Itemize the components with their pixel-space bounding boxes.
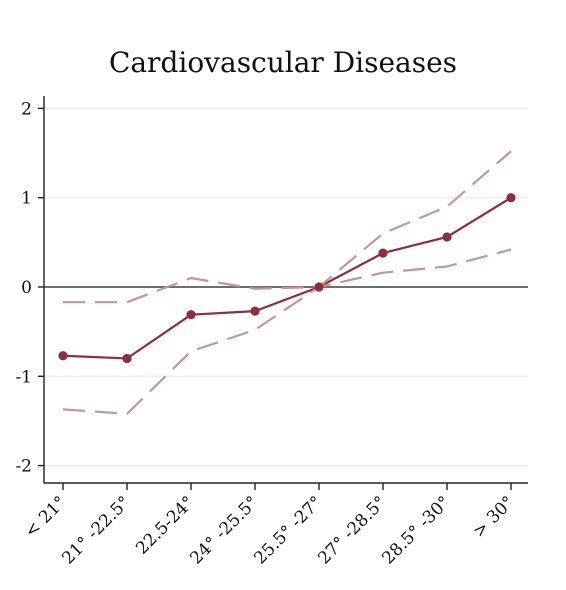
lower-ci-line	[62, 248, 512, 415]
y-tick-label: 2	[21, 99, 32, 119]
x-tick-label: 28.5° -30°	[378, 492, 454, 568]
series-layer	[58, 150, 516, 415]
y-tick-label: 1	[21, 189, 32, 209]
estimate-point	[506, 193, 516, 203]
estimate-line	[62, 196, 512, 360]
estimate-point	[378, 248, 388, 258]
x-tick-label: < 21°	[21, 492, 70, 541]
estimate-point	[186, 310, 196, 320]
x-tick-label: 21° -22.5°	[58, 492, 134, 568]
upper-ci-line	[63, 150, 512, 304]
y-tick-labels: 2 1 0 -1 -2	[15, 99, 32, 476]
x-tick-label: 24° -25.5°	[186, 492, 262, 568]
axes	[38, 96, 528, 490]
y-tick-label: -2	[15, 457, 32, 477]
chart-title: Cardiovascular Diseases	[108, 46, 458, 79]
x-tick-label: 27° -28.5°	[314, 492, 390, 568]
x-tick-label: 22.5-24°	[132, 492, 198, 558]
estimate-point	[314, 282, 324, 292]
estimate-point	[122, 353, 132, 364]
grid-lines	[44, 107, 528, 467]
x-tick-labels: < 21°21° -22.5°22.5-24°24° -25.5°25.5° -…	[21, 492, 518, 568]
estimate-point	[58, 351, 68, 361]
x-tick-label: 25.5° -27°	[250, 492, 326, 568]
x-tick-label: > 30°	[469, 492, 518, 541]
estimate-point	[442, 232, 452, 242]
y-tick-label: -1	[15, 367, 32, 387]
y-tick-label: 0	[21, 278, 32, 298]
estimate-point	[250, 306, 260, 316]
